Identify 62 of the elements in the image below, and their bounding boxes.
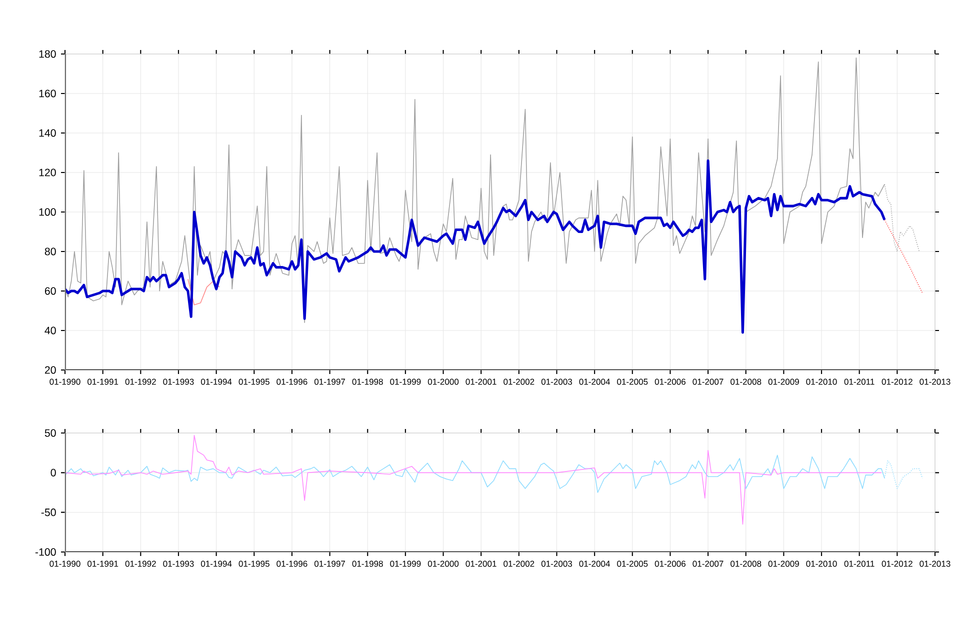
x-tick-label: 01-2006 <box>654 560 686 567</box>
x-tick-label: 01-1997 <box>314 378 345 385</box>
x-tick-label: 01-2005 <box>617 378 648 385</box>
x-tick-label: 01-2011 <box>844 560 874 567</box>
y-tick-label: -50 <box>41 508 56 516</box>
x-tick-label: 01-1996 <box>276 560 308 567</box>
x-tick-label: 01-2009 <box>768 378 799 385</box>
x-tick-label: 01-2008 <box>730 560 762 567</box>
x-tick-label: 01-2005 <box>617 560 648 567</box>
y-tick-label: 20 <box>44 366 56 374</box>
x-tick-label: 01-2010 <box>806 378 837 385</box>
x-tick-label: 01-1995 <box>238 378 270 385</box>
x-tick-label: 01-2003 <box>541 378 572 385</box>
y-tick-label: 40 <box>44 326 56 334</box>
x-tick-label: 01-1990 <box>50 560 80 567</box>
y-tick-label: -100 <box>35 548 56 556</box>
x-tick-label: 01-2000 <box>428 378 459 385</box>
y-tick-label: 180 <box>39 50 56 58</box>
x-tick-label: 01-2007 <box>692 560 724 567</box>
x-tick-label: 01-1994 <box>200 560 232 567</box>
x-tick-label: 01-2002 <box>504 378 534 385</box>
y-tick-label: 120 <box>39 168 56 176</box>
x-tick-label: 01-2003 <box>541 560 572 567</box>
x-tick-label: 01-2006 <box>654 378 686 385</box>
x-tick-label: 01-2002 <box>504 560 534 567</box>
y-tick-label: 160 <box>39 90 56 98</box>
x-tick-label: 01-1990 <box>50 378 80 385</box>
x-tick-label: 01-1995 <box>238 560 270 567</box>
x-tick-label: 01-1992 <box>125 560 156 567</box>
x-tick-label: 01-1999 <box>390 378 421 385</box>
x-tick-label: 01-1998 <box>352 560 383 567</box>
x-tick-label: 01-1993 <box>163 378 194 385</box>
y-tick-label: 0 <box>50 468 56 476</box>
x-tick-label: 01-2012 <box>882 378 912 385</box>
x-tick-label: 01-1991 <box>88 378 118 385</box>
x-tick-label: 01-1999 <box>390 560 421 567</box>
x-tick-label: 01-1991 <box>88 560 118 567</box>
x-tick-label: 01-1993 <box>163 560 194 567</box>
x-tick-label: 01-2009 <box>768 560 799 567</box>
x-tick-label: 01-2011 <box>844 378 874 385</box>
x-tick-label: 01-2013 <box>920 378 950 385</box>
x-tick-label: 01-2001 <box>466 560 496 567</box>
x-tick-label: 01-1997 <box>314 560 345 567</box>
x-tick-label: 01-1998 <box>352 378 383 385</box>
line-series <box>884 220 923 294</box>
x-tick-label: 01-2012 <box>882 560 912 567</box>
y-tick-label: 80 <box>44 248 56 256</box>
x-tick-label: 01-2007 <box>692 378 724 385</box>
x-tick-label: 01-1992 <box>125 378 156 385</box>
x-tick-label: 01-1994 <box>200 378 232 385</box>
x-tick-label: 01-1996 <box>276 378 308 385</box>
y-tick-label: 60 <box>44 287 56 295</box>
x-tick-label: 01-2001 <box>466 378 496 385</box>
x-tick-label: 01-2010 <box>806 560 837 567</box>
x-tick-label: 01-2000 <box>428 560 459 567</box>
x-tick-label: 01-2004 <box>579 378 610 385</box>
x-tick-label: 01-2008 <box>730 378 762 385</box>
y-tick-label: 50 <box>44 429 56 437</box>
y-tick-label: 100 <box>39 208 56 216</box>
x-tick-label: 01-2013 <box>920 560 950 567</box>
y-tick-label: 140 <box>39 129 56 137</box>
x-tick-label: 01-2004 <box>579 560 610 567</box>
